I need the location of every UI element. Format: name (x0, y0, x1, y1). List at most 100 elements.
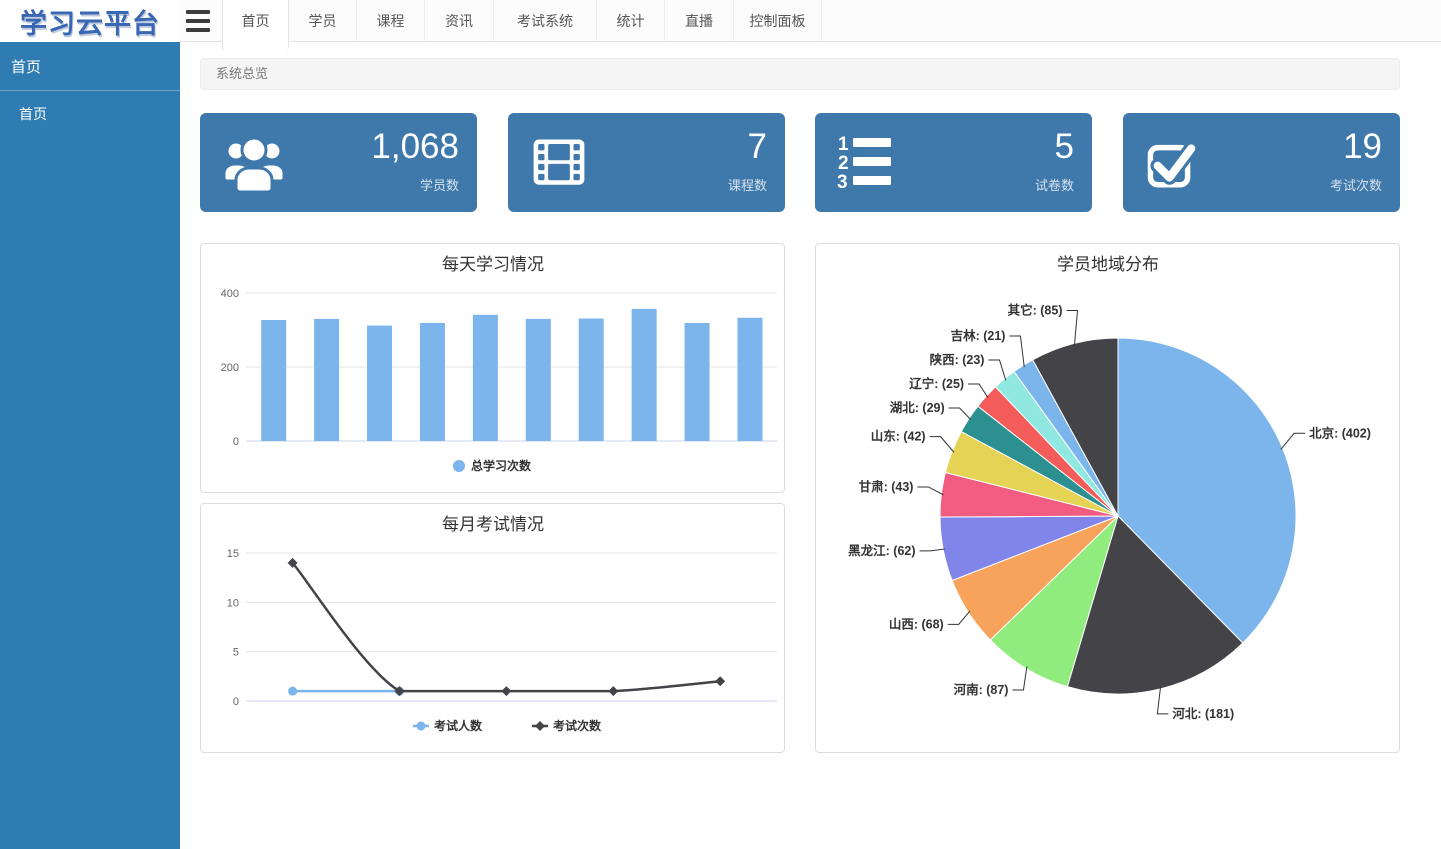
legend-marker[interactable] (416, 721, 426, 731)
y-axis-tick-label: 0 (233, 436, 239, 448)
pie-label-connector (929, 436, 955, 453)
pie-slice-北京[interactable] (1117, 337, 1297, 644)
legend-marker[interactable] (535, 721, 545, 731)
users-icon (222, 136, 286, 192)
pie-label-辽宁: 辽宁: (25) (909, 376, 964, 391)
stat-card-exams[interactable]: 19 考试次数 (1123, 113, 1400, 212)
y-axis-tick-label: 15 (227, 548, 239, 560)
data-point[interactable] (288, 686, 298, 696)
bar[interactable] (578, 318, 604, 441)
tab-exam-system[interactable]: 考试系统 (494, 0, 597, 42)
tab-news[interactable]: 资讯 (425, 0, 494, 42)
data-point[interactable] (715, 676, 726, 687)
pie-label-河南: 河南: (87) (954, 682, 1009, 697)
pie-label-connector (947, 610, 971, 625)
breadcrumb: 系统总览 (200, 58, 1400, 90)
pie-label-connector (917, 486, 944, 496)
bar[interactable] (419, 322, 445, 441)
pie-label-河北: 河北: (181) (1172, 706, 1234, 721)
tab-control-panel[interactable]: 控制面板 (734, 0, 822, 42)
bar[interactable] (684, 322, 710, 441)
sidebar-item-home[interactable]: 首页 (19, 106, 47, 122)
svg-text:1: 1 (838, 134, 849, 155)
top-navbar: 学习云平台 首页 学员 课程 资讯 考试系统 统计 直播 控制面板 您好，adm… (0, 0, 1441, 50)
chart-title: 每天学习情况 (442, 255, 544, 274)
pie-label-connector (1280, 432, 1306, 450)
daily-study-bar-chart: 每天学习情况 0 200 400 总学习次数 (221, 255, 777, 473)
stat-label: 课程数 (727, 178, 767, 193)
tab-students[interactable]: 学员 (289, 0, 357, 42)
tab-statistics[interactable]: 统计 (597, 0, 665, 42)
check-square-icon (1147, 141, 1199, 188)
list-123-icon: 123 (837, 134, 891, 192)
stat-card-courses[interactable]: 7 课程数 (508, 113, 785, 212)
chart-title: 每月考试情况 (442, 515, 544, 534)
bar[interactable] (737, 317, 763, 441)
stat-value: 1,068 (371, 127, 459, 166)
bar[interactable] (525, 318, 551, 441)
pie-label-connector (1009, 335, 1025, 368)
pie-label-湖北: 湖北: (29) (890, 400, 945, 415)
tab-home[interactable]: 首页 (222, 0, 289, 50)
sidebar-header-home[interactable]: 首页 (11, 59, 42, 76)
bar[interactable] (314, 318, 340, 441)
sidebar: 首页 首页 (0, 42, 180, 849)
legend-item-考试次数[interactable]: 考试次数 (553, 718, 602, 733)
legend-marker (453, 460, 465, 472)
tab-courses[interactable]: 课程 (357, 0, 425, 42)
monthly-exam-chart-panel: 每月考试情况 0 5 10 15 考试人数 考试次数 (200, 503, 785, 753)
pie-slice-其它[interactable] (1031, 337, 1119, 517)
tab-live[interactable]: 直播 (665, 0, 734, 42)
legend-item-total-study[interactable]: 总学习次数 (471, 458, 532, 473)
bar[interactable] (261, 320, 287, 441)
pie-label-黑龙江: 黑龙江: (62) (848, 543, 915, 558)
stat-card-students[interactable]: 1,068 学员数 (200, 113, 477, 212)
pie-label-其它: 其它: (85) (1008, 302, 1063, 317)
stat-label: 考试次数 (1329, 178, 1382, 193)
data-point[interactable] (287, 557, 298, 568)
pie-label-connector (948, 407, 972, 420)
legend-item-考试人数[interactable]: 考试人数 (434, 718, 483, 733)
pie-slice-河南[interactable] (989, 514, 1120, 688)
pie-label-甘肃: 甘肃: (43) (859, 479, 914, 494)
y-axis-tick-label: 400 (221, 288, 239, 300)
svg-text:3: 3 (837, 172, 848, 192)
y-axis-tick-label: 5 (233, 647, 239, 659)
pie-label-陕西: 陕西: (23) (930, 352, 985, 367)
y-axis-tick-label: 10 (227, 597, 239, 609)
data-point[interactable] (394, 686, 405, 697)
bar[interactable] (472, 314, 498, 441)
region-distribution-chart-panel: 学员地域分布其它: (85) 吉林: (21) 陕西: (23) 辽宁: (25) 湖北… (815, 243, 1400, 753)
y-axis-tick-label: 0 (233, 696, 239, 708)
pie-label-山西: 山西: (68) (889, 616, 944, 631)
monthly-exam-line-chart: 每月考试情况 0 5 10 15 考试人数 考试次数 (227, 515, 777, 733)
svg-text:2: 2 (838, 153, 849, 174)
y-axis-tick-label: 200 (221, 362, 239, 374)
stat-label: 学员数 (419, 178, 459, 193)
pie-label-connector (919, 548, 946, 552)
bar[interactable] (367, 325, 393, 441)
stat-value: 5 (1054, 127, 1074, 166)
bar[interactable] (631, 308, 657, 441)
hamburger-menu-icon[interactable] (186, 10, 214, 32)
pie-label-connector (968, 383, 989, 398)
stat-value: 19 (1343, 127, 1382, 166)
chart-title: 学员地域分布 (1057, 255, 1159, 274)
divider (0, 90, 180, 91)
pie-label-山东: 山东: (42) (871, 429, 926, 444)
pie-label-北京: 北京: (402) (1309, 425, 1371, 440)
data-point[interactable] (501, 686, 512, 697)
daily-study-chart-panel: 每天学习情况 0 200 400 总学习次数 (200, 243, 785, 493)
pie-label-connector (988, 359, 1007, 381)
data-point[interactable] (608, 686, 619, 697)
pie-label-吉林: 吉林: (21) (951, 328, 1006, 343)
series-line-考试次数[interactable] (291, 562, 721, 693)
app-logo: 学习云平台 (0, 0, 180, 42)
stat-value: 7 (747, 127, 767, 166)
main-nav: 首页 学员 课程 资讯 考试系统 统计 直播 控制面板 (222, 0, 822, 50)
pie-slice-河北[interactable] (1066, 515, 1244, 695)
pie-label-connector (1012, 666, 1028, 691)
